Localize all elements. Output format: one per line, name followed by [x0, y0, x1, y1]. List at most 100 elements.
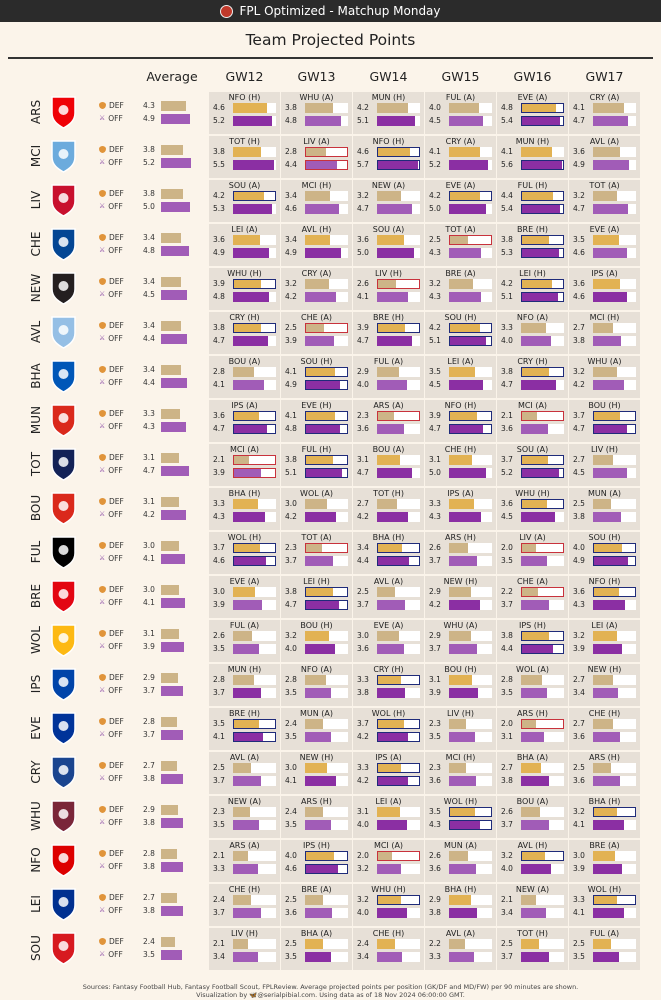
- fixture-opponent: NFO (H): [444, 401, 477, 410]
- fixture-opponent: NEW (H): [587, 665, 622, 674]
- team-crest-icon: [50, 403, 77, 437]
- fixture-bar-def: [594, 808, 617, 816]
- fixture-bar-off: [521, 864, 551, 874]
- fixture-bar-track-off: [521, 600, 564, 610]
- fixture-cell: [353, 224, 424, 266]
- fixture-bar-track-off: [521, 248, 564, 258]
- fixture-bar-track-def: [449, 147, 492, 157]
- average-value-def: 4.3: [143, 101, 155, 110]
- shield-icon: [99, 674, 106, 681]
- fixture-value-off: 3.5: [285, 688, 297, 697]
- fixture-bar-off: [305, 512, 336, 522]
- fixture-cell: [569, 752, 640, 794]
- fixture-value-off: 3.8: [501, 776, 513, 785]
- fixture-opponent: CHE (A): [301, 313, 332, 322]
- fixture-value-off: 4.9: [573, 160, 585, 169]
- fixture-bar-off: [305, 688, 331, 698]
- position-label-text: DEF: [109, 277, 124, 286]
- fixture-cell: [209, 884, 280, 926]
- fixture-bar-track-def: [593, 279, 636, 289]
- position-label-text: DEF: [109, 805, 124, 814]
- fixture-value-off: 4.5: [429, 380, 441, 389]
- fixture-bar-track-def: [233, 499, 276, 509]
- fixture-bar-track-def: [377, 191, 420, 201]
- fixture-value-off: 4.1: [573, 908, 585, 917]
- fixture-cell: [497, 576, 568, 618]
- fixture-bar-track-def: [593, 323, 636, 333]
- average-value-def: 2.4: [143, 937, 155, 946]
- fixture-value-def: 4.0: [573, 543, 585, 552]
- fixture-opponent: ARS (H): [445, 533, 476, 542]
- fixture-cell: [209, 92, 280, 134]
- fixture-bar-track-off: [377, 248, 420, 258]
- fixture-bar-track-def: [593, 147, 636, 157]
- fixture-value-def: 2.9: [429, 631, 441, 640]
- fixture-value-off: 3.5: [285, 732, 297, 741]
- fixture-bar-off: [377, 116, 415, 126]
- position-label-def: DEF: [99, 101, 124, 110]
- fixture-cell: [497, 708, 568, 750]
- credit-note: Visualization by 🦋@serialpibial.com. Usi…: [196, 991, 465, 999]
- fixture-value-off: 3.9: [429, 688, 441, 697]
- fixture-bar-track-def: [593, 103, 636, 113]
- fixture-value-off: 5.1: [357, 116, 369, 125]
- fixture-value-def: 3.4: [285, 235, 297, 244]
- fixture-bar-def: [593, 235, 619, 245]
- fixture-bar-track-def: [377, 367, 420, 377]
- fixture-value-off: 4.7: [357, 336, 369, 345]
- average-bar-off: [161, 818, 183, 828]
- fixture-bar-track-off: [449, 380, 492, 390]
- fixture-bar-off: [521, 908, 547, 918]
- fixture-bar-def: [522, 632, 550, 640]
- position-label-off: ⚔ OFF: [99, 510, 123, 519]
- position-label-off: ⚔ OFF: [99, 334, 123, 343]
- average-value-off: 5.0: [143, 202, 155, 211]
- fixture-value-def: 2.6: [213, 631, 225, 640]
- fixture-opponent: BOU (A): [228, 357, 261, 366]
- fixture-value-def: 2.0: [501, 719, 513, 728]
- fixture-value-off: 4.3: [573, 600, 585, 609]
- crossed-swords-icon: ⚔: [99, 950, 106, 958]
- team-abbreviation: WHU: [29, 801, 43, 831]
- fixture-bar-def: [522, 544, 536, 552]
- fixture-value-off: 4.7: [213, 336, 225, 345]
- fixture-bar-def: [305, 763, 328, 773]
- average-value-def: 3.4: [143, 233, 155, 242]
- fixture-bar-track-off: [521, 776, 564, 786]
- fixture-value-off: 3.4: [501, 908, 513, 917]
- fixture-bar-off: [377, 336, 412, 346]
- fixture-bar-track-off: [449, 204, 492, 214]
- fixture-bar-track-off: [521, 732, 564, 742]
- fixture-opponent: CRY (A): [301, 269, 332, 278]
- fixture-bar-track-def: [305, 323, 348, 333]
- fixture-value-off: 4.3: [429, 820, 441, 829]
- fixture-value-def: 2.1: [213, 939, 225, 948]
- fixture-value-def: 2.5: [285, 895, 297, 904]
- fixture-opponent: TOT (H): [229, 137, 260, 146]
- team-abbreviation: AVL: [29, 320, 43, 344]
- fixture-value-off: 4.8: [213, 292, 225, 301]
- shield-icon: [99, 322, 106, 329]
- fixture-value-def: 2.8: [501, 675, 513, 684]
- average-bar-off: [161, 730, 183, 740]
- fixture-value-def: 3.1: [429, 675, 441, 684]
- fixture-bar-track-def: [305, 279, 348, 289]
- team-abbreviation: ARS: [29, 99, 43, 125]
- fixture-bar-track-def: [233, 543, 276, 553]
- fixture-bar-off: [593, 292, 627, 302]
- fixture-bar-def: [233, 763, 252, 773]
- fixture-bar-def: [593, 147, 620, 157]
- fixture-bar-track-off: [449, 116, 492, 126]
- fixture-bar-track-off: [233, 116, 276, 126]
- fixture-value-off: 4.0: [501, 336, 513, 345]
- fixture-value-def: 2.7: [573, 675, 585, 684]
- fixture-bar-track-def: [593, 807, 636, 817]
- fixture-bar-def: [522, 500, 548, 508]
- fixture-value-def: 2.5: [285, 323, 297, 332]
- fixture-bar-track-def: [305, 367, 348, 377]
- fixture-cell: [497, 796, 568, 838]
- fixture-value-def: 4.8: [501, 103, 513, 112]
- fixture-bar-track-off: [593, 468, 636, 478]
- fixture-value-off: 4.3: [429, 248, 441, 257]
- position-label-text: DEF: [109, 453, 124, 462]
